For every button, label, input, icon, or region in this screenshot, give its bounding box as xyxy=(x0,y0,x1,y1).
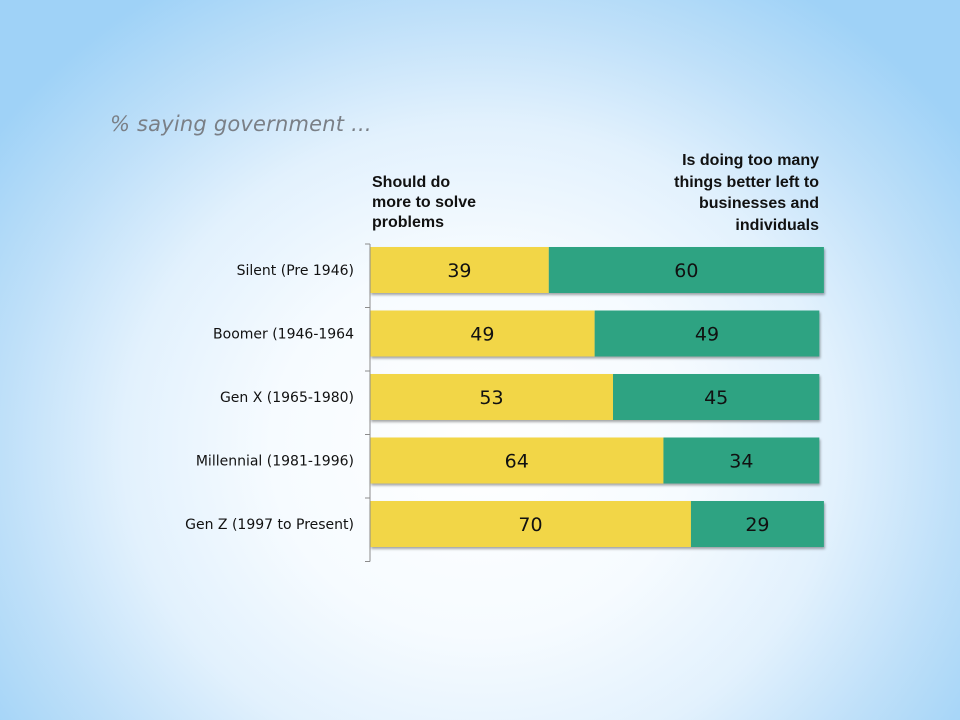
bar-should-do-more xyxy=(370,501,691,547)
category-label: Silent (Pre 1946) xyxy=(237,263,354,279)
value-label: 49 xyxy=(470,324,494,346)
chart-subtitle: % saying government ... xyxy=(110,112,372,136)
legend-should-do-more: Should do more to solve problems xyxy=(372,173,542,233)
legend-line: things better left to xyxy=(674,173,819,191)
category-labels: Silent (Pre 1946) Boomer (1946-1964 Gen X … xyxy=(185,263,354,533)
bar-doing-too-many xyxy=(663,437,820,484)
bar-doing-too-many xyxy=(548,247,824,293)
value-label: 64 xyxy=(505,451,529,473)
legend-line: businesses and xyxy=(698,195,819,212)
category-label: Gen X (1965-1980) xyxy=(220,390,354,406)
value-label: 34 xyxy=(729,451,753,473)
bar-row xyxy=(370,374,820,420)
category-label: Boomer (1946-1964 xyxy=(213,327,354,343)
value-label: 45 xyxy=(704,387,728,409)
bar-row xyxy=(370,310,820,357)
legend-line: Is doing too many xyxy=(682,152,819,169)
bar-row xyxy=(370,247,824,293)
value-label: 60 xyxy=(674,260,698,282)
bar-doing-too-many xyxy=(613,374,820,420)
bar-doing-too-many xyxy=(594,310,820,357)
legend-line: more to solve xyxy=(372,194,477,211)
legend-line: problems xyxy=(372,214,445,231)
value-label: 39 xyxy=(447,260,471,282)
bar-should-do-more xyxy=(370,374,614,420)
bar-row xyxy=(370,501,824,547)
value-label: 53 xyxy=(479,387,503,409)
value-label: 49 xyxy=(695,324,719,346)
legend-doing-too-many: Is doing too many things better left to … xyxy=(600,150,819,236)
value-label: 70 xyxy=(518,514,542,536)
bar-doing-too-many xyxy=(690,501,824,547)
bars-group xyxy=(370,247,824,547)
bar-should-do-more xyxy=(370,247,549,293)
bar-row xyxy=(370,437,820,484)
bar-should-do-more xyxy=(370,310,595,357)
bar-should-do-more xyxy=(370,437,664,484)
value-label: 29 xyxy=(745,514,769,536)
legend-line: individuals xyxy=(735,216,819,234)
category-label: Millennial (1981-1996) xyxy=(196,454,354,470)
value-labels: 39 60 49 49 53 45 64 34 70 29 xyxy=(447,260,769,536)
category-label: Gen Z (1997 to Present) xyxy=(185,517,354,533)
y-axis xyxy=(365,243,371,562)
legend-line: Should do xyxy=(372,174,451,191)
